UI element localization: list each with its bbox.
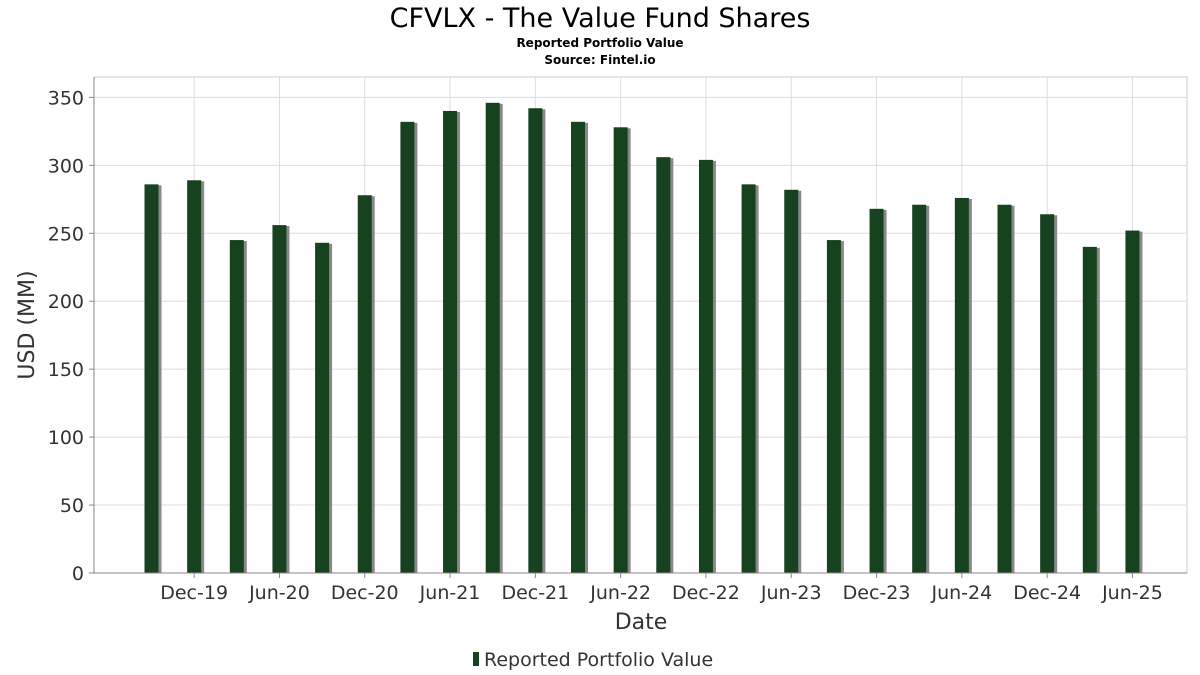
x-tick-label: Dec-21 [501,582,569,604]
bar [485,102,500,573]
y-tick-label: 50 [60,495,84,517]
x-tick-label: Dec-19 [160,582,228,604]
y-tick-label: 350 [48,87,84,109]
bar [528,108,543,573]
y-tick-labels: 0 50 100 150 200 250 300 350 [48,87,94,585]
x-tick-labels: Dec-19 Jun-20 Dec-20 Jun-21 Dec-21 Jun-22 Dec-… [160,573,1163,604]
x-axis-label: Date [615,610,668,635]
bar [912,204,927,573]
y-tick-label: 150 [48,359,84,381]
y-tick-label: 100 [48,427,84,449]
bar [869,208,884,573]
bar [997,204,1012,573]
bar [954,197,969,574]
x-tick-label: Dec-22 [672,582,740,604]
plot-area [93,76,1188,574]
bar [656,157,671,573]
bar [826,240,841,574]
bar [229,240,244,574]
x-tick-label: Jun-22 [589,582,651,604]
y-tick-label: 250 [48,223,84,245]
bar [272,225,287,573]
bar [1040,214,1055,573]
bar [187,180,202,573]
bar [315,242,330,573]
x-tick-label: Dec-23 [843,582,911,604]
y-tick-label: 300 [48,155,84,177]
bar [741,184,756,573]
bar [571,121,585,573]
bars [144,102,1143,574]
x-tick-label: Jun-23 [760,582,822,604]
legend: Reported Portfolio Value [473,649,713,671]
x-tick-label: Dec-20 [331,582,399,604]
bar [1082,246,1097,573]
bar [698,159,713,573]
bar [613,127,628,573]
bar [144,184,159,573]
x-tick-label: Jun-20 [248,582,310,604]
legend-label: Reported Portfolio Value [484,649,713,671]
x-tick-label: Dec-24 [1013,582,1081,604]
x-tick-label: Jun-25 [1101,582,1163,604]
x-tick-label: Jun-24 [930,582,992,604]
bar [784,189,799,573]
chart-title: CFVLX - The Value Fund Shares [390,3,811,34]
chart-source: Source: Fintel.io [544,53,655,67]
y-axis-label: USD (MM) [15,270,40,379]
bar [1125,230,1140,574]
chart-subtitle: Reported Portfolio Value [516,36,683,50]
x-tick-label: Jun-21 [419,582,481,604]
y-tick-label: 0 [72,563,84,585]
bar [357,195,372,573]
y-tick-label: 200 [48,291,84,313]
bar [400,121,415,573]
legend-swatch [473,652,479,666]
bar [443,110,458,574]
